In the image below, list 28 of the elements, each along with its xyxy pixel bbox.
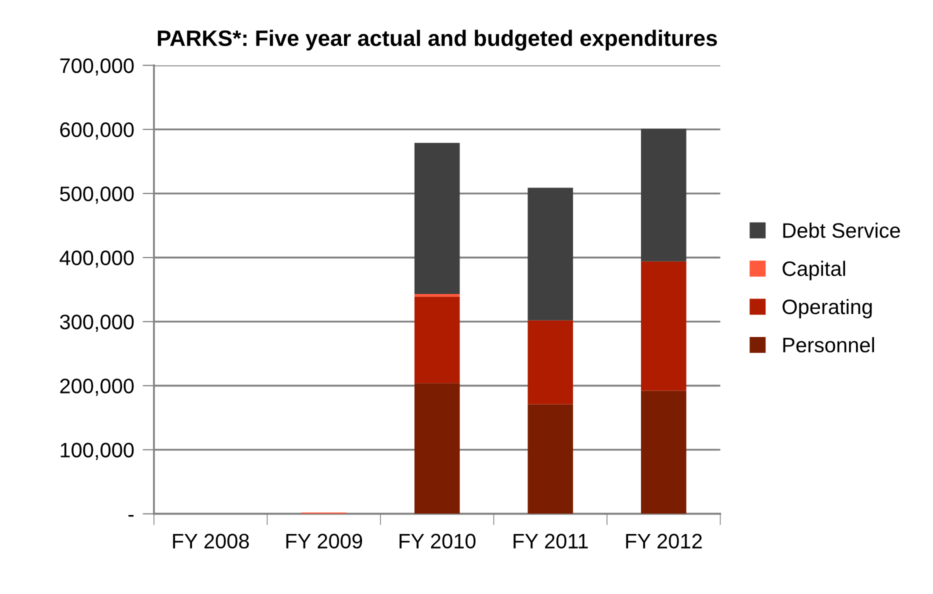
y-tick-label: 700,000 bbox=[60, 58, 134, 76]
y-tick-label: 100,000 bbox=[60, 442, 134, 460]
y-tick-label: 400,000 bbox=[60, 250, 134, 268]
bar bbox=[414, 294, 460, 297]
chart-title: PARKS*: Five year actual and budgeted expenditures bbox=[158, 30, 717, 51]
bar bbox=[528, 404, 574, 514]
x-tick-label: FY 2011 bbox=[514, 534, 588, 549]
bar bbox=[640, 128, 686, 262]
bar bbox=[414, 383, 460, 514]
legend-label: Capital bbox=[782, 260, 846, 280]
bar bbox=[640, 390, 686, 514]
x-tick-label: FY 2009 bbox=[286, 534, 362, 549]
bar bbox=[640, 261, 686, 391]
bar bbox=[414, 142, 460, 294]
legend-label: Debt Service bbox=[783, 222, 900, 238]
y-tick-label: - bbox=[128, 515, 134, 517]
y-tick-label: 200,000 bbox=[60, 378, 134, 396]
legend-label: Operating bbox=[782, 298, 872, 318]
x-tick-label: FY 2008 bbox=[173, 534, 249, 549]
y-tick-label: 300,000 bbox=[60, 314, 134, 332]
y-tick-label: 500,000 bbox=[60, 186, 134, 204]
bar bbox=[528, 188, 574, 320]
y-tick-label: 600,000 bbox=[60, 122, 134, 140]
x-tick-label: FY 2012 bbox=[626, 534, 702, 549]
bar bbox=[414, 296, 460, 384]
legend-label: Personnel bbox=[783, 337, 874, 352]
x-tick-label: FY 2010 bbox=[400, 534, 476, 549]
bar bbox=[528, 320, 574, 404]
